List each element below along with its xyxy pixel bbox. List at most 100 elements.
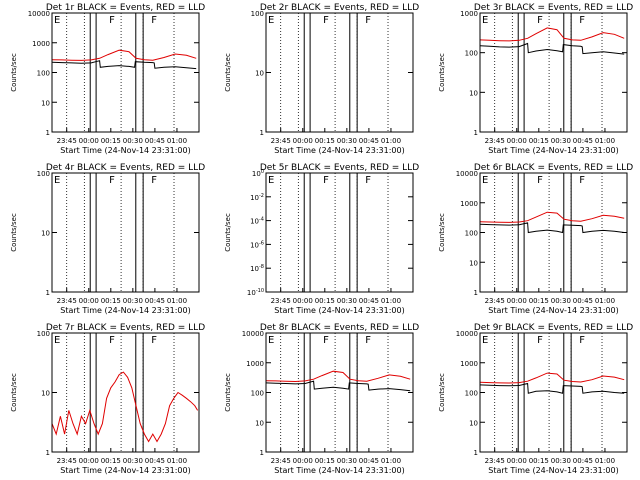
plot-frame — [51, 12, 200, 133]
chart-panel-5: Det 5r BLACK = Events, RED = LLD Counts/s… — [224, 163, 419, 315]
x-tick-label: 23:45 — [57, 137, 77, 145]
x-tick-label: 00:15 — [529, 137, 549, 145]
x-tick-label: 00:15 — [315, 297, 335, 305]
interval-marker-label: F — [151, 335, 157, 346]
x-axis-label: Start Time (24-Nov-14 23:31:00) — [488, 146, 618, 155]
x-tick-label: 23:45 — [57, 297, 77, 305]
x-tick-label: 00:45 — [145, 297, 165, 305]
x-tick-label: 23:45 — [485, 137, 505, 145]
series-line-lld — [479, 372, 625, 384]
x-tick-label: 00:45 — [145, 457, 165, 465]
x-tick-label: 00:00 — [507, 137, 527, 145]
x-tick-label: 00:30 — [123, 297, 143, 305]
y-tick-label: 1000 — [460, 360, 478, 368]
chart-title: Det 9r BLACK = Events, RED = LLD — [474, 323, 633, 333]
y-tick-label: 1 — [474, 289, 478, 297]
interval-marker-label: F — [579, 335, 585, 346]
x-tick-label: 01:00 — [381, 457, 401, 465]
y-tick-label: 100 — [251, 390, 264, 398]
x-axis-label: Start Time (24-Nov-14 23:31:00) — [488, 306, 618, 315]
y-tick-label: 10 — [469, 419, 478, 427]
interval-marker-label: F — [109, 335, 115, 346]
interval-marker-label: F — [109, 175, 115, 186]
y-tick-label: 100 — [251, 10, 264, 18]
chart-title: Det 3r BLACK = Events, RED = LLD — [474, 3, 633, 13]
y-tick-label: 10 — [41, 99, 50, 107]
y-tick-label: 10 — [255, 419, 264, 427]
interval-marker-label: F — [537, 175, 543, 186]
interval-marker-label: F — [365, 15, 371, 26]
x-tick-label: 00:15 — [529, 297, 549, 305]
interval-marker-label: F — [579, 15, 585, 26]
y-tick-label: 10000 — [456, 170, 478, 178]
chart-panel-6: Det 6r BLACK = Events, RED = LLD Counts/s… — [438, 163, 633, 315]
y-tick-label: 10 — [41, 230, 50, 238]
y-tick-label: 1 — [46, 449, 50, 457]
series-line-events — [51, 60, 197, 70]
chart-panel-7: Det 7r BLACK = Events, RED = LLD Counts/s… — [10, 323, 205, 475]
x-tick-label: 00:15 — [315, 457, 335, 465]
chart-title: Det 4r BLACK = Events, RED = LLD — [46, 163, 205, 173]
plot-frame — [51, 332, 200, 453]
y-tick-label: 1 — [46, 289, 50, 297]
plot-frame — [265, 332, 414, 453]
y-tick-label: 100 — [37, 170, 50, 178]
interval-marker-label: E — [482, 15, 488, 26]
chart-title: Det 8r BLACK = Events, RED = LLD — [260, 323, 419, 333]
x-tick-label: 00:15 — [101, 137, 121, 145]
chart-title: Det 5r BLACK = Events, RED = LLD — [260, 163, 419, 173]
y-tick-label: 10-10 — [247, 288, 264, 297]
x-tick-label: 00:30 — [337, 457, 357, 465]
interval-marker-label: F — [151, 175, 157, 186]
x-axis-label: Start Time (24-Nov-14 23:31:00) — [488, 466, 618, 475]
x-axis-label: Start Time (24-Nov-14 23:31:00) — [60, 146, 190, 155]
y-tick-label: 100 — [465, 50, 478, 58]
x-tick-label: 00:30 — [337, 297, 357, 305]
y-tick-label: 10-2 — [250, 193, 264, 202]
interval-marker-label: E — [268, 15, 274, 26]
interval-marker-label: F — [365, 175, 371, 186]
interval-marker-label: E — [268, 175, 274, 186]
series-line-events — [479, 42, 625, 55]
y-tick-label: 100 — [465, 230, 478, 238]
x-tick-label: 00:45 — [573, 457, 593, 465]
x-tick-label: 00:30 — [123, 457, 143, 465]
x-tick-label: 23:45 — [271, 457, 291, 465]
y-tick-label: 10-6 — [250, 240, 264, 249]
y-tick-label: 1000 — [460, 200, 478, 208]
interval-marker-label: E — [268, 335, 274, 346]
y-tick-label: 1 — [260, 129, 264, 137]
x-tick-label: 23:45 — [485, 297, 505, 305]
x-tick-label: 00:30 — [337, 137, 357, 145]
interval-marker-label: E — [54, 335, 60, 346]
series-line-lld — [265, 370, 411, 383]
plot-frame — [265, 172, 414, 293]
x-tick-label: 00:00 — [507, 457, 527, 465]
y-tick-label: 100 — [465, 390, 478, 398]
y-tick-label: 100 — [37, 70, 50, 78]
chart-title: Det 7r BLACK = Events, RED = LLD — [46, 323, 205, 333]
series-line-lld — [479, 27, 625, 42]
series-line-lld — [479, 211, 625, 223]
series-line-events — [479, 382, 625, 394]
chart-panel-1: Det 1r BLACK = Events, RED = LLD Counts/s… — [10, 3, 205, 155]
x-tick-label: 00:00 — [293, 137, 313, 145]
x-tick-label: 01:00 — [167, 297, 187, 305]
y-tick-label: 10000 — [28, 10, 50, 18]
interval-marker-label: F — [323, 15, 329, 26]
y-tick-label: 1000 — [32, 40, 50, 48]
interval-marker-label: F — [537, 335, 543, 346]
y-tick-label: 1 — [474, 449, 478, 457]
y-tick-label: 100 — [252, 169, 264, 178]
x-tick-label: 00:45 — [145, 137, 165, 145]
x-tick-label: 01:00 — [595, 297, 615, 305]
x-tick-label: 01:00 — [595, 457, 615, 465]
interval-marker-label: F — [323, 335, 329, 346]
x-tick-label: 01:00 — [167, 137, 187, 145]
x-tick-label: 01:00 — [381, 297, 401, 305]
x-tick-label: 00:45 — [359, 137, 379, 145]
plot-frame — [51, 172, 200, 293]
y-axis-label: Counts/sec — [10, 53, 18, 92]
y-axis-label: Counts/sec — [224, 213, 232, 252]
y-axis-label: Counts/sec — [438, 53, 446, 92]
